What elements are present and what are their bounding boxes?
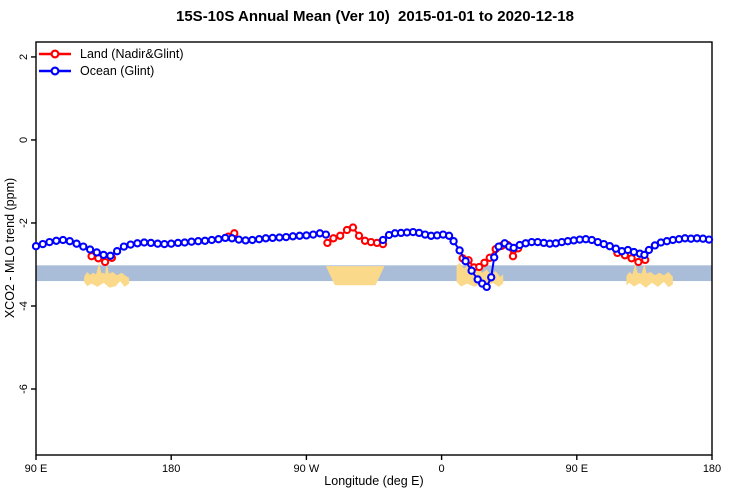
ocean-series-point — [281, 232, 291, 242]
ocean-series-point — [254, 235, 264, 244]
ocean-series-point — [72, 239, 81, 248]
ocean-series-point — [241, 236, 250, 245]
land-patch — [325, 266, 385, 286]
ocean-series-point — [261, 234, 270, 243]
legend-item-ocean: Ocean (Glint) — [38, 63, 184, 79]
ocean-series-point — [214, 235, 223, 244]
ocean-series-point — [494, 242, 503, 251]
x-tick-label: 90 E — [565, 463, 588, 475]
ocean-series-point — [449, 237, 458, 246]
x-tick-label: 90 W — [294, 463, 320, 475]
land-series-point — [336, 231, 345, 240]
land-series-point — [323, 238, 332, 248]
ocean-series-point — [207, 235, 216, 245]
y-tick-label: 2 — [18, 54, 30, 60]
ocean-series-point — [146, 238, 156, 248]
ocean-series-point — [302, 231, 311, 240]
land-series-point — [348, 223, 358, 232]
ocean-series-symbol — [39, 66, 71, 76]
ocean-series-point — [45, 237, 54, 247]
ocean-series-point — [455, 246, 464, 255]
land-series-point — [508, 252, 518, 261]
ocean-series-point — [99, 250, 108, 260]
ocean-series-point — [187, 237, 196, 246]
ocean-series-point — [31, 242, 41, 251]
legend-label-land: Land (Nadir&Glint) — [80, 47, 184, 61]
ocean-series-point — [126, 240, 135, 249]
x-tick-label: 90 E — [25, 463, 48, 475]
ocean-series-point — [167, 239, 176, 248]
ocean-series-point — [133, 239, 142, 248]
ocean-series-point — [221, 233, 230, 243]
ocean-series-point — [644, 245, 654, 255]
x-tick-label: 180 — [162, 463, 180, 475]
ocean-series-point — [180, 238, 189, 247]
ocean-series-point — [704, 235, 714, 244]
x-tick-label: 0 — [439, 463, 445, 475]
ocean-series-point — [52, 236, 61, 245]
ocean-series-point — [194, 237, 203, 246]
ocean-series-point — [234, 235, 243, 244]
land-patch — [626, 263, 673, 288]
ocean-series-point — [444, 231, 454, 240]
ocean-series-point — [112, 247, 122, 256]
ocean-series-point — [248, 235, 257, 245]
ocean-series-point — [467, 266, 476, 275]
ocean-series-point — [140, 238, 149, 247]
land-series-point — [634, 257, 643, 267]
ocean-series-point — [58, 235, 68, 245]
legend-item-land: Land (Nadir&Glint) — [38, 46, 184, 62]
land-patch — [84, 263, 130, 288]
ocean-series-point — [79, 242, 88, 251]
legend-label-ocean: Ocean (Glint) — [80, 64, 155, 78]
y-tick-label: 0 — [18, 137, 30, 143]
legend: Land (Nadir&Glint) Ocean (Glint) — [38, 46, 184, 79]
ocean-series-point — [92, 248, 101, 257]
ocean-series-point — [321, 230, 331, 239]
y-tick-label: -2 — [18, 218, 30, 228]
ocean-series-point — [275, 233, 284, 242]
land-series-symbol — [39, 49, 71, 59]
ocean-series-point — [173, 238, 183, 248]
ocean-series-point — [119, 242, 129, 251]
ocean-series-point — [268, 233, 277, 243]
ocean-series-point — [85, 245, 95, 254]
ocean-series-point — [38, 239, 47, 249]
land-series-point — [480, 258, 489, 267]
ocean-series-point — [487, 273, 496, 282]
y-tick-label: -6 — [18, 384, 30, 394]
x-axis-title: Longitude (deg E) — [324, 474, 424, 488]
x-tick-label: 180 — [703, 463, 721, 475]
ocean-series-point — [640, 250, 649, 260]
chart-title: 15S-10S Annual Mean (Ver 10) 2015-01-01 … — [176, 8, 574, 25]
ocean-series-point — [309, 230, 318, 239]
ocean-series-point — [227, 234, 237, 243]
land-series-point — [475, 262, 484, 272]
land-series-point — [329, 234, 338, 243]
ocean-series-point — [288, 232, 298, 241]
ocean-series-point — [295, 231, 304, 240]
land-series-point — [354, 231, 364, 240]
ocean-series-point — [490, 253, 499, 262]
ocean-series-point — [160, 239, 169, 249]
ocean-series-point — [482, 282, 491, 292]
ocean-series-point — [461, 257, 470, 266]
ocean-series-point — [106, 251, 115, 260]
y-tick-label: -4 — [18, 301, 30, 311]
ocean-series-point — [65, 237, 74, 246]
ocean-series-point — [153, 239, 162, 248]
ocean-series-point — [200, 236, 210, 245]
land-series-point — [100, 257, 110, 267]
ocean-series-point — [378, 235, 388, 245]
